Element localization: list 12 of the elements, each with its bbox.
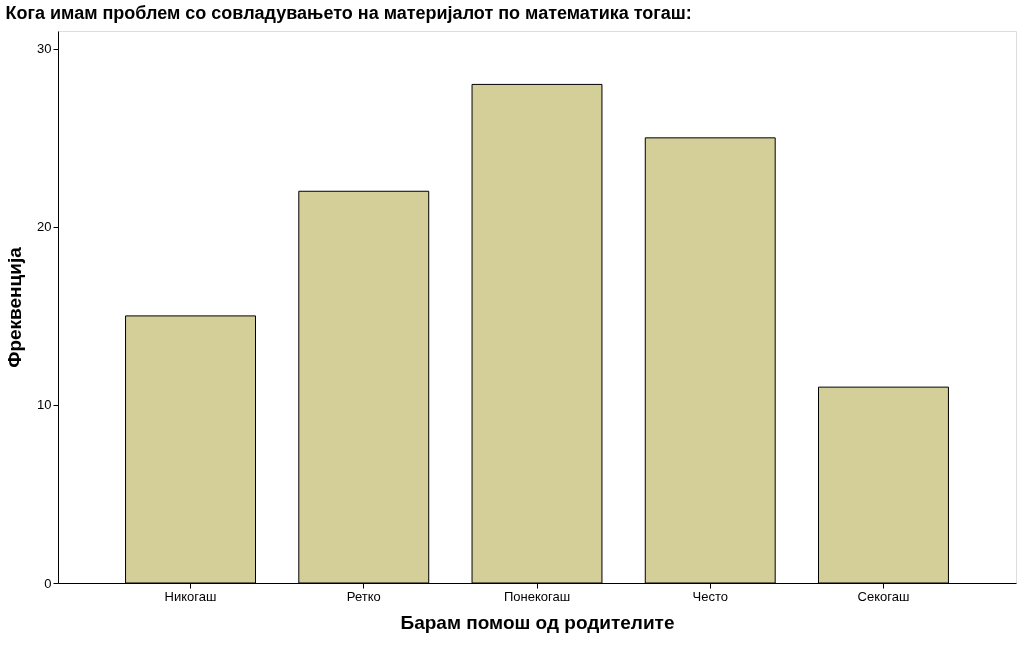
x-tick-label: Понекогаш [503,588,571,604]
x-axis-title: Барам помош од родителите [400,611,675,633]
x-tick-label: Никогаш [164,588,217,604]
y-tick-label: 30 [37,41,52,57]
chart-title: Кога имам проблем со совладувањето на материјалот по математика тогаш: [5,3,692,23]
y-tick-label: 10 [37,397,52,413]
y-tick-label: 20 [37,219,52,235]
x-tick-label: Ретко [346,588,381,604]
y-tick-label: 0 [44,575,52,591]
x-tick-label: Често [692,588,728,604]
x-tick-label: Секогаш [857,588,910,604]
y-axis-title: Фреквенција [4,246,26,368]
